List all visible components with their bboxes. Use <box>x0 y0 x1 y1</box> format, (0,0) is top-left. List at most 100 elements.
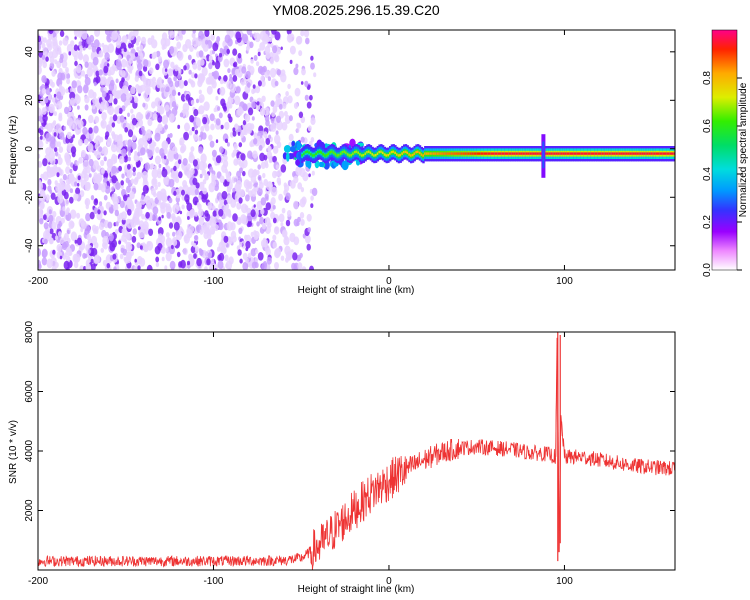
spectrogram-speckle <box>51 221 57 230</box>
spectrogram-speckle <box>278 193 283 201</box>
spectrogram-speckle <box>119 200 125 209</box>
spectrogram-speckle <box>237 52 242 59</box>
spectrogram-tone <box>590 152 594 155</box>
spectrogram-speckle <box>195 246 199 252</box>
spectrogram-speckle <box>293 236 300 246</box>
spectrogram-speckle <box>136 171 142 180</box>
spectrogram-tone <box>632 152 636 155</box>
spectrogram-speckle <box>265 36 270 43</box>
spectrogram-tone <box>376 152 380 155</box>
spectrogram-speckle <box>120 93 127 103</box>
spectrogram-speckle <box>307 227 312 233</box>
spectrogram-tone <box>492 152 495 155</box>
spectrogram-speckle <box>226 30 231 35</box>
spectrogram-tone <box>369 151 373 154</box>
spectrogram-speckle <box>200 126 205 132</box>
spectrogram-speckle <box>144 162 151 171</box>
spectrogram-speckle <box>65 166 71 175</box>
spectrogram-tone <box>482 152 485 155</box>
spectrogram-speckle <box>211 258 215 264</box>
spectrogram-speckle <box>182 247 188 256</box>
spectrogram-speckle <box>260 75 265 82</box>
spectrogram-tone <box>648 152 652 155</box>
spectrogram-speckle <box>125 251 132 260</box>
spectrogram-speckle <box>282 102 287 109</box>
spectrogram-speckle <box>85 199 88 205</box>
spectrogram-tone <box>459 152 462 155</box>
spectrogram-speckle <box>194 129 199 135</box>
spectrogram-speckle <box>57 141 61 148</box>
spectrogram-tone <box>364 152 367 155</box>
spectrogram-speckle <box>221 164 228 173</box>
spectrogram-speckle <box>142 170 148 181</box>
spectrogram-speckle <box>179 140 183 146</box>
spectrogram-tone <box>397 154 401 157</box>
spectrogram-tone <box>322 153 325 156</box>
spectrogram-speckle <box>208 55 212 60</box>
spectrogram-speckle <box>135 201 142 210</box>
spectrogram-speckle <box>261 262 267 270</box>
spectrogram-tone <box>504 152 508 155</box>
spectrogram-speckle <box>49 56 55 64</box>
spectrogram-tone <box>513 152 516 155</box>
spectrogram-speckle <box>117 54 122 61</box>
spectrogram-speckle <box>154 97 161 107</box>
spectrogram-speckle <box>201 224 205 231</box>
spectrogram-speckle <box>109 242 116 252</box>
spectrogram-tone <box>438 152 441 155</box>
spectrogram-speckle <box>66 207 70 213</box>
spectrogram-speckle <box>161 194 168 203</box>
spectrogram-speckle <box>307 125 312 132</box>
spectrogram-speckle <box>95 135 102 145</box>
spectrogram-speckle <box>177 51 184 61</box>
spectrogram-speckle <box>137 226 141 231</box>
spectrogram-speckle <box>265 202 271 211</box>
spectrogram-speckle <box>101 42 105 48</box>
spectrogram-speckle <box>62 206 66 212</box>
spectrogram-tone <box>455 152 458 155</box>
spectrogram-speckle <box>130 218 137 228</box>
spectrogram-speckle <box>253 132 258 139</box>
spectrogram-speckle <box>295 165 302 176</box>
spectrogram-speckle <box>252 84 256 89</box>
spectrogram-tone <box>338 154 341 157</box>
spectrogram-speckle <box>84 61 89 68</box>
spectrogram-speckle <box>217 254 222 261</box>
spectrogram-speckle <box>275 130 279 135</box>
spectrogram-speckle <box>161 168 168 178</box>
spectrogram-speckle <box>168 80 174 88</box>
spectrogram-speckle <box>208 72 212 79</box>
spectrogram-spike <box>542 141 545 169</box>
spectrogram-tone <box>638 152 641 155</box>
spectrogram-speckle <box>88 89 95 99</box>
spectrogram-speckle <box>228 237 234 245</box>
spectrogram-tone <box>636 152 639 155</box>
spectrogram-speckle <box>276 177 281 184</box>
spectrogram-speckle <box>251 101 256 109</box>
spectrogram-speckle <box>40 97 46 106</box>
spectrogram-speckle <box>192 30 196 34</box>
spectrogram-tone <box>339 152 343 155</box>
spectrogram-speckle <box>106 142 111 147</box>
spectrogram-speckle <box>276 120 283 131</box>
spectrogram-speckle <box>159 235 166 244</box>
spectrogram-speckle <box>134 258 137 263</box>
spectrogram-speckle <box>187 54 192 61</box>
spectrogram-speckle <box>246 82 251 88</box>
spectrogram-speckle <box>61 242 68 251</box>
spectrogram-speckle <box>241 66 247 74</box>
spectrogram-speckle <box>226 48 230 55</box>
spectrogram-speckle <box>41 248 48 258</box>
spectrogram-speckle <box>262 172 266 179</box>
spectrogram-speckle <box>213 70 220 80</box>
spectrogram-speckle <box>98 222 105 231</box>
spectrogram-speckle <box>46 38 53 48</box>
spectrogram-speckle <box>219 86 226 96</box>
spectrogram-speckle <box>212 155 216 161</box>
spectrogram-speckle <box>250 70 254 76</box>
spectrogram-speckle <box>44 97 49 104</box>
spectrogram-speckle <box>232 130 237 137</box>
spectrogram-speckle <box>123 256 127 262</box>
